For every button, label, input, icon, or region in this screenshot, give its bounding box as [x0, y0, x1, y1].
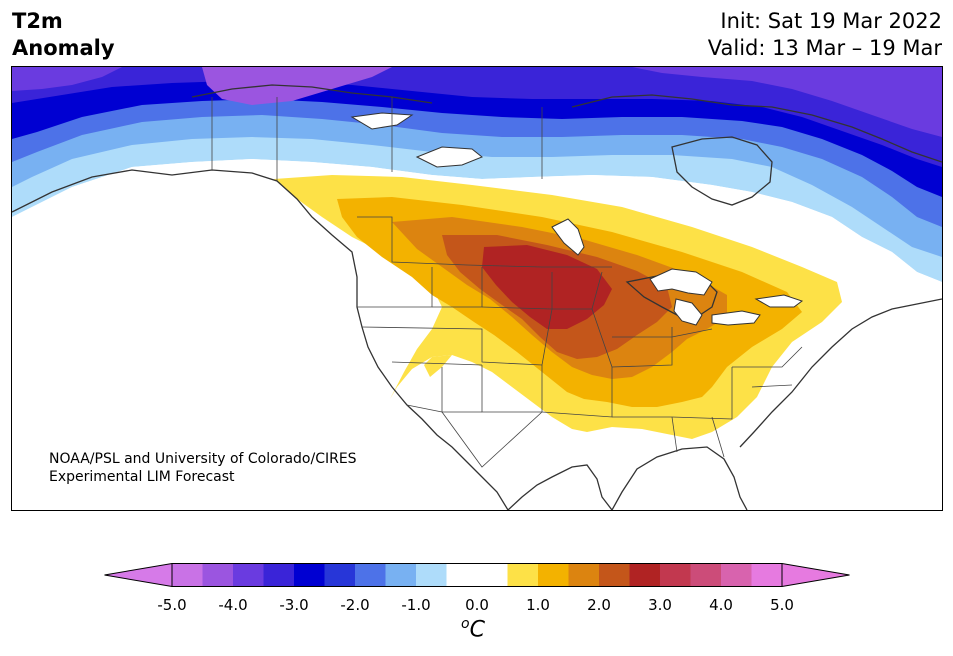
colorbar-outline — [171, 563, 783, 587]
colorbar-tick-label: 0.0 — [465, 596, 489, 614]
credit-line-product: Experimental LIM Forecast — [49, 469, 235, 485]
colorbar-cell — [507, 563, 539, 587]
init-date-label: Init: Sat 19 Mar 2022 — [720, 9, 942, 33]
political-boundaries — [211, 97, 803, 468]
colorbar-tick-label: -4.0 — [218, 596, 248, 614]
colorbar-over-extension — [781, 563, 850, 587]
colorbar-cell — [568, 563, 600, 587]
colorbar-cell — [721, 563, 752, 587]
colorbar-cell — [202, 563, 234, 587]
colorbar-cell — [446, 563, 478, 587]
colorbar-cell — [385, 563, 417, 587]
colorbar-tick-label: -2.0 — [340, 596, 370, 614]
colorbar-cell — [599, 563, 630, 587]
colorbar-tick-label: -5.0 — [157, 596, 187, 614]
unit-celsius: C — [469, 617, 485, 643]
title-line-anomaly: Anomaly — [12, 36, 115, 60]
colorbar-cell — [233, 563, 264, 587]
colorbar-cell — [660, 563, 691, 587]
colorbar-tick-label: 4.0 — [709, 596, 733, 614]
unit-degree-symbol: o — [461, 616, 470, 632]
coastlines — [12, 84, 942, 510]
colorbar-tick-labels: -5.0 -4.0 -3.0 -2.0 -1.0 0.0 1.0 2.0 3.0 4.0 5.0 — [0, 596, 953, 618]
colorbar-cell — [751, 563, 783, 587]
valid-range-label: Valid: 13 Mar – 19 Mar — [707, 36, 942, 60]
map-canvas — [12, 67, 942, 510]
colorbar-tick-label: 1.0 — [526, 596, 550, 614]
colorbar-cell — [416, 563, 447, 587]
colorbar-cell — [172, 563, 203, 587]
colorbar-cell — [538, 563, 569, 587]
colorbar-cell — [629, 563, 661, 587]
forecast-dates: Init: Sat 19 Mar 2022 Valid: 13 Mar – 19… — [708, 8, 942, 62]
lakes — [350, 112, 804, 326]
colorbar-cell — [263, 563, 295, 587]
anomaly-map — [11, 66, 943, 511]
colorbar-tick-label: 5.0 — [770, 596, 794, 614]
colorbar-tick-label: -3.0 — [279, 596, 309, 614]
colorbar-unit: oC — [461, 616, 485, 642]
map-title: T2m Anomaly — [12, 8, 115, 62]
colorbar-cell — [477, 563, 508, 587]
title-line-variable: T2m — [12, 9, 63, 33]
forecast-credit: NOAA/PSL and University of Colorado/CIRE… — [49, 450, 357, 486]
colorbar-cell — [355, 563, 386, 587]
colorbar-tick-label: 3.0 — [648, 596, 672, 614]
colorbar-under-extension — [104, 563, 173, 587]
colorbar-cell — [294, 563, 325, 587]
colorbar-cells — [104, 563, 850, 587]
colorbar-cell — [324, 563, 356, 587]
cold-anomaly-shading — [12, 67, 942, 282]
colorbar-tick-label: -1.0 — [401, 596, 431, 614]
colorbar-cell — [690, 563, 722, 587]
colorbar-tick-label: 2.0 — [587, 596, 611, 614]
colorbar — [104, 563, 850, 587]
credit-line-organization: NOAA/PSL and University of Colorado/CIRE… — [49, 451, 357, 467]
